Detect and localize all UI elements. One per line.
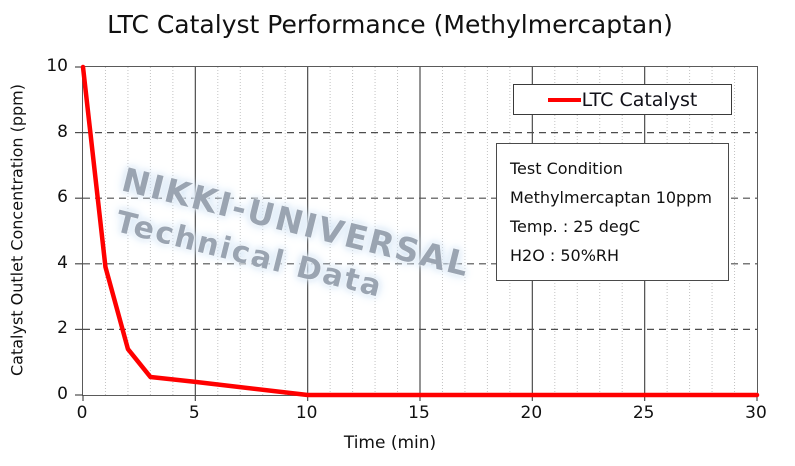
y-tick-label: 10 (46, 56, 68, 76)
x-tick-label: 10 (295, 403, 318, 423)
y-tick-label: 8 (57, 121, 68, 142)
legend-label: LTC Catalyst (581, 88, 698, 111)
test-condition-box: Test Condition Methylmercaptan 10ppm Tem… (496, 143, 729, 281)
x-tick-label: 5 (188, 403, 200, 423)
plot-canvas (75, 64, 760, 401)
chart-title: LTC Catalyst Performance (Methylmercapta… (107, 10, 673, 39)
info-line-humidity: H2O : 50%RH (510, 246, 620, 265)
series-line (80, 64, 760, 398)
y-tick-label: 4 (57, 252, 68, 273)
info-line-title: Test Condition (510, 159, 623, 178)
legend-line-icon (547, 97, 581, 102)
y-tick-label: 6 (57, 187, 68, 208)
x-tick-label: 20 (520, 403, 543, 423)
x-tick-label: 0 (76, 403, 88, 423)
x-axis-title: Time (min) (343, 433, 437, 453)
x-tick-label: 30 (745, 403, 767, 423)
y-tick-label: 0 (57, 384, 68, 404)
y-axis-title: Catalyst Outlet Concentration (ppm) (7, 84, 27, 376)
x-tick-label: 25 (632, 403, 655, 423)
info-line-gas: Methylmercaptan 10ppm (510, 188, 712, 207)
y-tick-label: 2 (57, 318, 68, 339)
x-tick-label: 15 (408, 403, 430, 423)
info-line-temp: Temp. : 25 degC (510, 217, 641, 236)
legend: LTC Catalyst (513, 84, 732, 115)
